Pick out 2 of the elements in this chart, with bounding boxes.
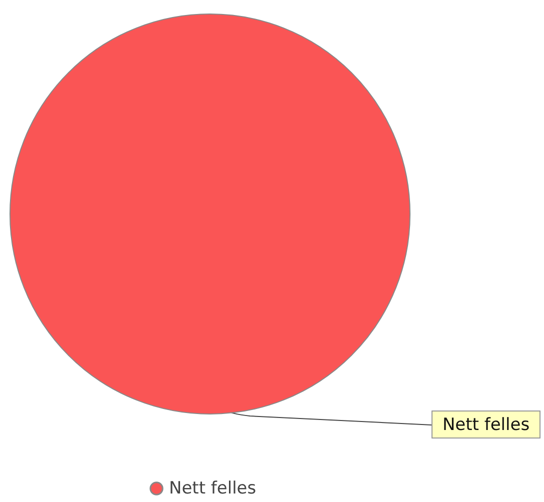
legend-label: Nett felles: [169, 478, 256, 498]
slice-label: Nett felles: [442, 415, 530, 435]
